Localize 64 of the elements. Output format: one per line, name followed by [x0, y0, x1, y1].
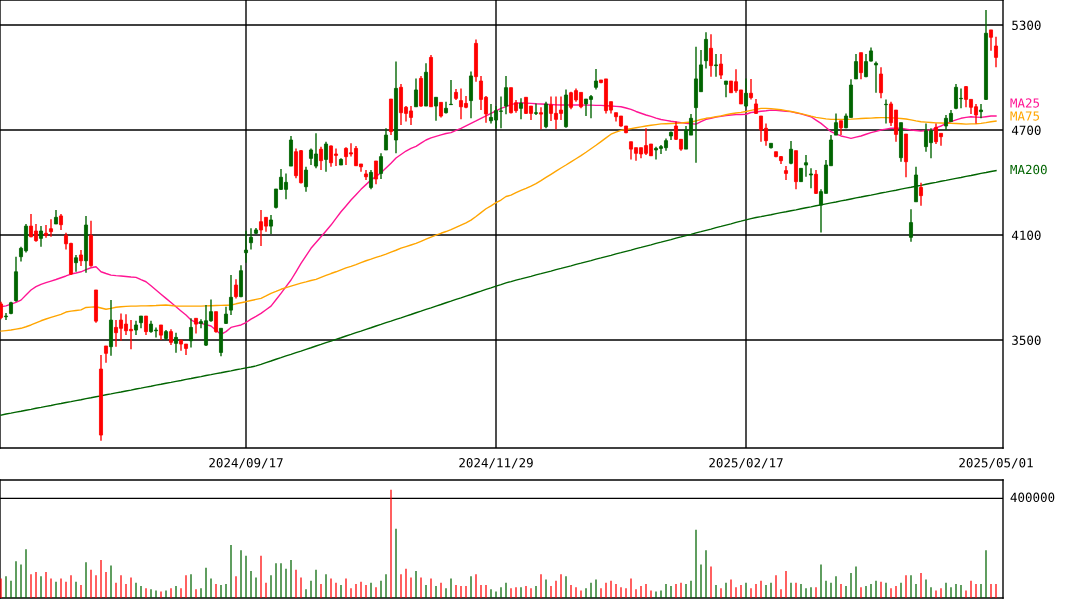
- candlestick: [784, 165, 788, 181]
- candlestick: [44, 224, 48, 239]
- candlestick: [189, 317, 193, 349]
- candlestick: [414, 77, 418, 108]
- candlestick: [4, 312, 8, 321]
- x-tick-label: 2025/05/01: [959, 458, 1033, 469]
- candlestick: [544, 100, 548, 129]
- candlestick: [979, 103, 983, 119]
- y-tick-label: 4700: [1011, 125, 1041, 135]
- candlestick: [449, 79, 453, 106]
- candlestick: [319, 145, 323, 171]
- candlestick: [594, 68, 598, 91]
- candlestick: [534, 102, 538, 116]
- candlestick: [434, 96, 438, 122]
- candlestick: [249, 227, 253, 251]
- candlestick: [244, 229, 248, 264]
- y-tick-label: 5300: [1012, 20, 1041, 30]
- candlestick: [919, 182, 923, 207]
- candlestick: [709, 33, 713, 78]
- candlestick: [859, 51, 863, 80]
- candlestick: [744, 77, 748, 108]
- y-tick-label: 3500: [1012, 335, 1041, 345]
- candlestick: [379, 152, 383, 180]
- candlestick: [39, 225, 43, 248]
- candlestick: [74, 254, 78, 273]
- candlestick: [304, 166, 308, 193]
- candlestick: [834, 112, 838, 136]
- candlestick: [719, 53, 723, 80]
- candlestick: [874, 60, 878, 94]
- candlestick: [854, 53, 858, 80]
- candlestick: [174, 331, 178, 354]
- candlestick: [369, 169, 373, 191]
- x-tick-label: 2025/02/17: [709, 458, 783, 469]
- line-series: [0, 169, 997, 416]
- candlestick: [49, 218, 53, 238]
- candlestick: [994, 36, 998, 69]
- candlestick: [704, 31, 708, 70]
- candlestick: [879, 66, 883, 100]
- candlestick: [804, 154, 808, 178]
- candlestick: [214, 310, 218, 334]
- candlestick: [234, 278, 238, 300]
- candlestick: [269, 214, 273, 235]
- candlestick: [504, 75, 508, 115]
- candlestick: [539, 106, 543, 131]
- candlestick: [884, 98, 888, 125]
- candlestick: [724, 80, 728, 98]
- candlestick: [384, 127, 388, 151]
- candlestick: [229, 274, 233, 316]
- candlestick: [909, 208, 913, 243]
- candlestick: [809, 167, 813, 189]
- text: 400000: [1010, 492, 1055, 503]
- candlestick: [749, 78, 753, 101]
- x-tick-label: 2024/09/17: [209, 458, 283, 469]
- x-tick-label: 2024/11/29: [459, 458, 533, 469]
- candlestick: [989, 29, 993, 52]
- series-label: MA25: [1010, 98, 1040, 108]
- series-label: MA75: [1010, 111, 1040, 121]
- candlestick: [324, 141, 328, 173]
- series-label: MA200: [1010, 164, 1047, 175]
- y-tick-label: 4100: [1011, 230, 1041, 240]
- candlestick: [714, 53, 718, 78]
- candlestick: [519, 97, 523, 121]
- candlestick: [144, 315, 148, 336]
- candlestick: [374, 160, 378, 185]
